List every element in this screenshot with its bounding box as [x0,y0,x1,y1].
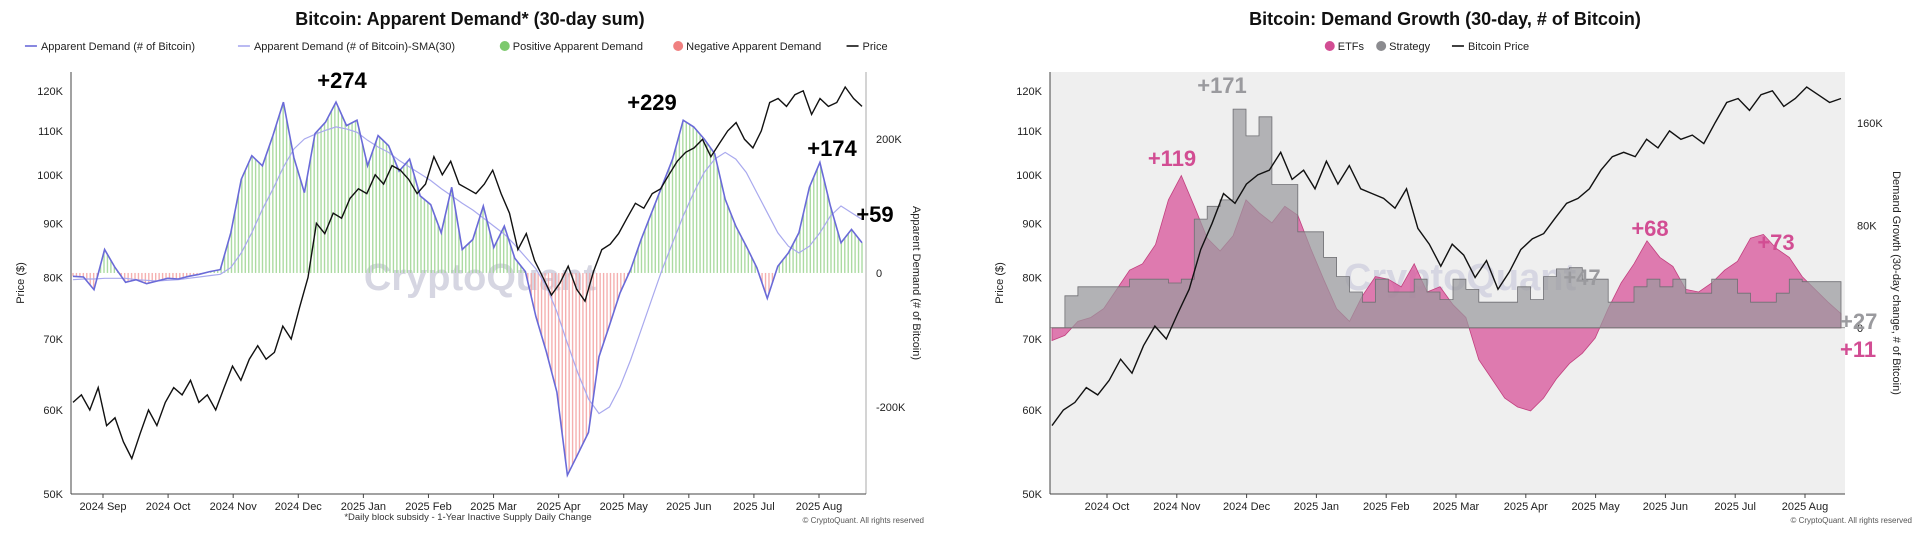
left-chart-title: Bitcoin: Apparent Demand* (30-day sum) [295,9,644,29]
legend-label: Bitcoin Price [1468,41,1529,53]
left-y-tick-label: 70K [43,334,63,346]
right-y-tick-label: 80K [1022,273,1042,285]
left-y-tick-label: 60K [43,405,63,417]
right-x-tick-label: 2025 Jul [1714,501,1756,513]
legend-dot-swatch [673,41,684,51]
legend-label: Apparent Demand (# of Bitcoin) [41,41,195,53]
right-y-tick-label: 110K [1017,126,1043,138]
right-annotation: +171 [1197,73,1247,98]
left-right-y-tick-label: -200K [876,402,906,414]
right-annotation: +119 [1148,146,1196,171]
left-x-tick-label: 2025 Mar [470,501,517,513]
left-x-tick-label: 2024 Oct [146,501,191,513]
left-ylabel: Price ($) [15,262,27,304]
left-series [72,85,863,478]
left-y-tick-label: 100K [37,170,63,182]
right-ylabel: Price ($) [994,262,1006,304]
right-y-ticks: 120K 110K 100K 90K 80K 70K 60K 50K [1016,86,1042,501]
left-x-tick-label: 2024 Dec [275,501,323,513]
left-x-tick-label: 2025 Jan [341,501,386,513]
left-demand-bars [72,102,863,472]
left-legend: Apparent Demand (# of Bitcoin) Apparent D… [24,41,888,53]
right-chart-title: Bitcoin: Demand Growth (30-day, # of Bit… [1249,9,1641,29]
left-x-ticks: 2024 Sep 2024 Oct 2024 Nov 2024 Dec 2025 Jan… [79,494,842,513]
demand-sma-line [72,126,863,415]
right-annotation: +47 [1563,265,1600,290]
right-x-tick-label: 2025 May [1571,501,1620,513]
legend-label: Price [863,41,888,53]
right-series [1050,86,1845,427]
left-x-tick-label: 2025 Aug [796,501,843,513]
left-x-tick-label: 2025 May [600,501,649,513]
left-annotation: +229 [627,90,677,115]
legend-label: Apparent Demand (# of Bitcoin)-SMA(30) [254,41,455,53]
left-right-y-tick-label: 200K [876,134,902,146]
right-x-ticks: 2024 Oct 2024 Nov 2024 Dec 2025 Jan 2025 Feb… [1085,494,1829,513]
bitcoin-price-line [1051,86,1842,427]
right-annotation: +73 [1757,230,1794,255]
strategy-area [1052,108,1842,329]
left-plot-area [71,72,866,494]
right-ylabel-right: Demand Growth (30-day change, # of Bitco… [1890,171,1902,395]
right-x-tick-label: 2024 Oct [1085,501,1130,513]
right-right-y-tick-label: 0 [1857,323,1863,335]
left-y-tick-label: 90K [43,218,63,230]
right-annotations: +119 +171 +68 +73 +47 +27 +11 [1148,73,1878,362]
right-y-tick-label: 90K [1022,218,1042,230]
right-x-tick-label: 2025 Jun [1643,501,1688,513]
right-right-y-tick-label: 160K [1857,118,1883,130]
left-annotation: +274 [317,68,367,93]
left-y-tick-label: 120K [37,86,63,98]
left-x-tick-label: 2025 Jul [733,501,775,513]
left-copyright: © CryptoQuant. All rights reserved [803,516,925,525]
legend-dot-swatch [1376,41,1387,51]
right-x-tick-label: 2024 Dec [1223,501,1271,513]
price-line [72,85,863,461]
right-x-tick-label: 2025 Apr [1504,501,1548,513]
legend-dot-swatch [1324,41,1335,51]
left-right-y-tick-label: 0 [876,268,882,280]
left-annotation: +59 [856,202,893,227]
right-annotation: +68 [1631,216,1668,241]
demand-line [72,100,863,478]
right-copyright: © CryptoQuant. All rights reserved [1791,516,1913,525]
left-x-tick-label: 2024 Nov [210,501,258,513]
left-annotations: +274 +229 +174 +59 [317,68,893,227]
right-right-y-tick-label: 80K [1857,220,1877,232]
left-x-tick-label: 2024 Sep [79,501,126,513]
right-x-tick-label: 2025 Aug [1782,501,1829,513]
right-right-y-ticks: 160K 80K 0 [1857,118,1883,335]
left-x-tick-label: 2025 Jun [666,501,711,513]
right-x-tick-label: 2024 Nov [1153,501,1201,513]
left-footnote: *Daily block subsidy - 1-Year Inactive S… [344,512,591,523]
left-chart: Bitcoin: Apparent Demand* (30-day sum) A… [15,9,924,525]
right-x-tick-label: 2025 Jan [1294,501,1339,513]
left-right-y-ticks: 200K 0 -200K [876,134,906,414]
left-annotation: +174 [807,136,857,161]
right-y-tick-label: 120K [1016,86,1042,98]
left-ylabel-right: Apparent Demand (# of Bitcoin) [910,206,922,360]
left-y-tick-label: 110K [38,126,64,138]
right-y-tick-label: 100K [1016,170,1042,182]
right-y-tick-label: 70K [1022,334,1042,346]
right-x-tick-label: 2025 Mar [1433,501,1480,513]
left-x-tick-label: 2025 Apr [537,501,581,513]
right-y-tick-label: 60K [1022,405,1042,417]
right-annotation: +11 [1840,337,1876,362]
right-chart: Bitcoin: Demand Growth (30-day, # of Bit… [994,9,1912,525]
left-x-tick-label: 2025 Feb [405,501,451,513]
left-y-tick-label: 50K [43,489,63,501]
left-y-ticks: 120K 110K 100K 90K 80K 70K 60K 50K [37,86,63,501]
left-y-tick-label: 80K [43,273,63,285]
legend-label: Strategy [1389,41,1430,53]
legend-label: Positive Apparent Demand [513,41,643,53]
legend-dot-swatch [499,41,510,51]
right-y-tick-label: 50K [1022,489,1042,501]
right-legend: ETFs Strategy Bitcoin Price [1324,41,1529,53]
legend-label: Negative Apparent Demand [686,41,821,53]
right-x-tick-label: 2025 Feb [1363,501,1409,513]
legend-label: ETFs [1338,41,1365,53]
right-annotation: +27 [1840,309,1877,334]
